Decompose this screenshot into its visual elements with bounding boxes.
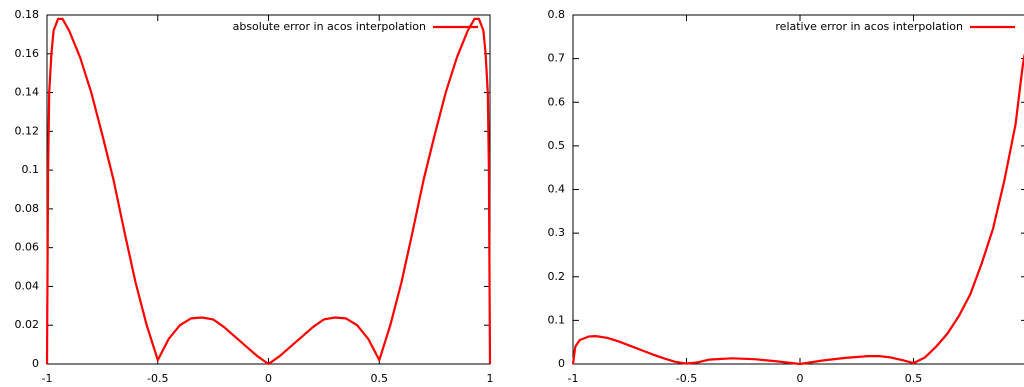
y-tick-label: 0 [32,357,39,370]
x-tick-label: -1 [42,372,53,385]
y-tick-label: 0.04 [15,279,40,292]
y-tick-label: 0.18 [15,8,40,21]
y-tick-label: 0.02 [15,318,40,331]
y-tick-label: 0.7 [548,52,566,65]
x-tick-label: -0.5 [676,372,697,385]
x-tick-label: 0.5 [371,372,389,385]
y-tick-label: 0.08 [15,202,40,215]
y-tick-label: 0.3 [548,226,566,239]
y-tick-label: 0 [558,357,565,370]
y-tick-label: 0.8 [548,8,566,21]
x-tick-label: 0.5 [905,372,923,385]
data-line [571,54,1024,366]
y-tick-label: 0.2 [548,270,566,283]
x-tick-label: 0 [265,372,272,385]
y-tick-label: 0.6 [548,95,566,108]
y-tick-label: 0.14 [15,86,40,99]
y-tick-label: 0.16 [15,47,40,60]
x-tick-label: -0.5 [147,372,168,385]
y-tick-label: 0.06 [15,241,40,254]
legend-label: absolute error in acos interpolation [233,20,426,33]
x-tick-label: 0 [797,372,804,385]
data-line [45,17,492,366]
y-tick-label: 0.4 [548,183,566,196]
y-tick-label: 0.12 [15,124,40,137]
x-tick-label: -1 [568,372,579,385]
x-tick-label: 1 [487,372,494,385]
y-tick-label: 0.1 [548,313,566,326]
plot-frame [46,14,491,365]
legend-label: relative error in acos interpolation [775,20,963,33]
y-tick-label: 0.1 [22,163,40,176]
plot-frame [572,14,1024,365]
y-tick-label: 0.5 [548,139,566,152]
